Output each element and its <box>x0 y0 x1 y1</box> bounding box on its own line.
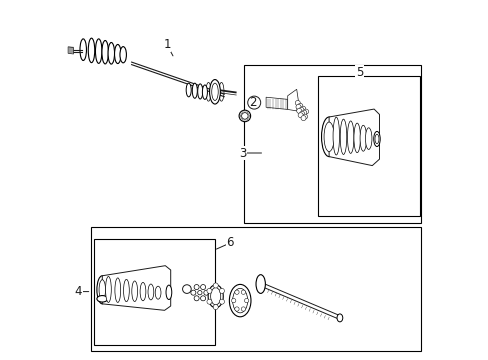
Circle shape <box>295 104 301 109</box>
Ellipse shape <box>332 117 339 155</box>
Ellipse shape <box>148 284 153 300</box>
Circle shape <box>241 307 245 311</box>
Ellipse shape <box>359 125 366 151</box>
Circle shape <box>231 298 235 303</box>
Text: 5: 5 <box>355 66 363 78</box>
Polygon shape <box>287 89 298 111</box>
Text: 2: 2 <box>248 96 256 109</box>
Circle shape <box>219 288 224 293</box>
Ellipse shape <box>105 276 111 302</box>
Ellipse shape <box>186 83 191 97</box>
Ellipse shape <box>374 134 378 144</box>
Ellipse shape <box>324 122 333 152</box>
Circle shape <box>234 290 239 294</box>
Polygon shape <box>102 266 170 310</box>
Circle shape <box>302 114 307 119</box>
Text: 1: 1 <box>163 39 170 51</box>
Circle shape <box>219 299 224 304</box>
Circle shape <box>200 296 205 301</box>
Ellipse shape <box>219 82 224 101</box>
Ellipse shape <box>102 40 108 64</box>
Ellipse shape <box>123 279 129 302</box>
Text: 4: 4 <box>74 285 82 298</box>
Circle shape <box>206 288 212 293</box>
Circle shape <box>301 116 305 121</box>
Ellipse shape <box>80 39 86 60</box>
Circle shape <box>300 106 305 111</box>
Ellipse shape <box>192 83 197 98</box>
Circle shape <box>194 296 199 301</box>
Ellipse shape <box>99 280 105 300</box>
Ellipse shape <box>211 83 218 100</box>
Circle shape <box>200 284 205 289</box>
Polygon shape <box>328 109 379 166</box>
Ellipse shape <box>210 288 220 305</box>
Ellipse shape <box>229 284 250 317</box>
Polygon shape <box>260 282 340 320</box>
Ellipse shape <box>232 288 247 313</box>
Circle shape <box>203 290 208 295</box>
Ellipse shape <box>373 131 380 147</box>
Ellipse shape <box>108 42 114 64</box>
Ellipse shape <box>353 123 360 153</box>
Circle shape <box>297 103 302 108</box>
Circle shape <box>241 290 245 294</box>
Ellipse shape <box>256 275 265 293</box>
Ellipse shape <box>140 282 145 301</box>
Bar <box>318 76 419 216</box>
Circle shape <box>298 107 303 112</box>
Ellipse shape <box>120 46 126 63</box>
Polygon shape <box>68 47 73 54</box>
Circle shape <box>295 100 300 105</box>
Ellipse shape <box>132 281 137 301</box>
Circle shape <box>303 109 308 114</box>
Circle shape <box>190 290 196 295</box>
Text: 6: 6 <box>226 237 233 249</box>
Circle shape <box>194 284 199 289</box>
Ellipse shape <box>95 39 102 63</box>
Circle shape <box>299 111 304 116</box>
Circle shape <box>197 291 202 295</box>
Ellipse shape <box>321 117 336 157</box>
Ellipse shape <box>340 119 346 154</box>
Circle shape <box>206 299 212 304</box>
Circle shape <box>301 110 306 115</box>
Circle shape <box>213 283 218 288</box>
Ellipse shape <box>97 276 107 304</box>
Polygon shape <box>265 97 287 109</box>
Ellipse shape <box>208 285 223 308</box>
Circle shape <box>296 108 301 113</box>
Bar <box>244 65 420 223</box>
Circle shape <box>239 110 250 122</box>
Ellipse shape <box>97 296 107 302</box>
Ellipse shape <box>209 80 220 104</box>
Text: 3: 3 <box>239 147 246 159</box>
Ellipse shape <box>114 44 121 63</box>
Ellipse shape <box>197 84 203 99</box>
Ellipse shape <box>336 314 342 322</box>
Ellipse shape <box>88 38 95 63</box>
Ellipse shape <box>115 278 121 302</box>
Ellipse shape <box>365 128 371 149</box>
Bar <box>94 239 214 345</box>
Ellipse shape <box>205 82 211 101</box>
Ellipse shape <box>155 286 161 299</box>
Ellipse shape <box>202 85 207 99</box>
Circle shape <box>213 305 218 310</box>
Circle shape <box>244 298 248 303</box>
Ellipse shape <box>166 285 171 300</box>
Circle shape <box>241 113 247 119</box>
Bar <box>91 227 420 351</box>
Circle shape <box>234 307 239 311</box>
Ellipse shape <box>347 121 353 153</box>
Circle shape <box>298 113 303 118</box>
